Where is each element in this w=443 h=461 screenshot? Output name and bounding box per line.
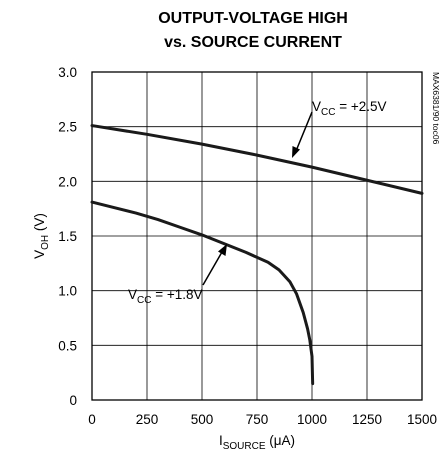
- annotation-1-main: V: [312, 99, 321, 114]
- plot-frame: [91, 71, 423, 401]
- y-tick-label: 3.0: [58, 65, 77, 80]
- annotation-2-main: V: [128, 287, 137, 302]
- y-tick-label: 2.0: [58, 174, 77, 189]
- y-tick-labels: 0 0.5 1.0 1.5 2.0 2.5 3.0: [58, 65, 77, 408]
- grid: [92, 72, 422, 400]
- x-tick-label: 1000: [297, 412, 327, 427]
- y-axis-label: VOH (V): [32, 213, 51, 259]
- annotation-2-rest: = +1.8V: [151, 287, 202, 302]
- x-tick-labels: 0 250 500 750 1000 1250 1500: [88, 412, 437, 427]
- series-line-vcc-2-5: [90, 124, 424, 195]
- annotation-1-sub: CC: [321, 107, 335, 118]
- annotation-vcc-1-8: VCC = +1.8V: [128, 244, 227, 306]
- y-tick-label: 0.5: [58, 338, 77, 353]
- annotation-2-sub: CC: [137, 295, 151, 306]
- y-tick-label: 0: [69, 393, 77, 408]
- x-tick-label: 1500: [407, 412, 437, 427]
- x-tick-label: 500: [191, 412, 214, 427]
- y-tick-label: 1.0: [58, 284, 77, 299]
- part-code: MAX6381/90 toc06: [431, 72, 441, 145]
- x-tick-label: 0: [88, 412, 96, 427]
- annotation-1-arrowhead: [292, 146, 300, 158]
- chart-title-line-1: OUTPUT-VOLTAGE HIGH: [158, 10, 348, 27]
- annotation-2-leader: [202, 251, 223, 286]
- svg-text:VCC = +2.5V: VCC = +2.5V: [312, 99, 387, 118]
- x-tick-label: 250: [136, 412, 159, 427]
- annotation-vcc-2-5: VCC = +2.5V: [292, 99, 387, 158]
- svg-text:VCC = +1.8V: VCC = +1.8V: [128, 287, 203, 306]
- x-tick-label: 750: [246, 412, 269, 427]
- annotation-1-leader: [295, 111, 313, 152]
- x-tick-label: 1250: [352, 412, 382, 427]
- y-tick-label: 1.5: [58, 229, 77, 244]
- series-line-vcc-1-8: [90, 200, 315, 386]
- x-axis-label: ISOURCE (μA): [219, 433, 295, 452]
- chart-title-line-2: vs. SOURCE CURRENT: [164, 34, 342, 51]
- series-group: [90, 124, 424, 386]
- annotation-1-rest: = +2.5V: [335, 99, 386, 114]
- annotation-2-arrowhead: [218, 244, 227, 256]
- y-tick-label: 2.5: [58, 120, 77, 135]
